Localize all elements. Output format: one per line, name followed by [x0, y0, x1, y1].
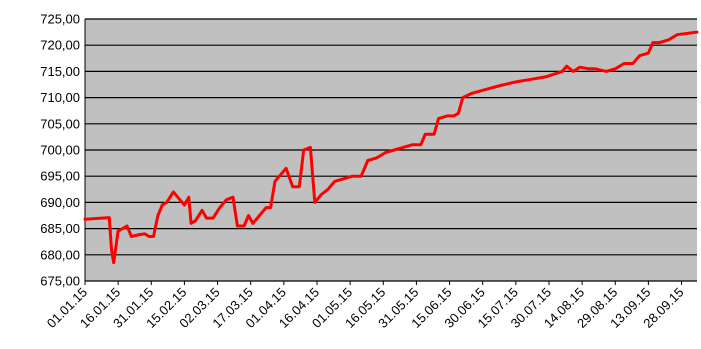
x-axis-tick-labels: 01.01.1516.01.1531.01.1515.02.1502.03.15…: [44, 285, 687, 331]
y-tick-label: 680,00: [40, 247, 80, 262]
y-tick-label: 700,00: [40, 143, 80, 158]
y-tick-label: 695,00: [40, 169, 80, 184]
y-tick-label: 705,00: [40, 116, 80, 131]
y-tick-label: 690,00: [40, 195, 80, 210]
gridlines: [84, 18, 697, 282]
series-line: [83, 30, 699, 265]
y-tick-label: 715,00: [40, 64, 80, 79]
y-tick-label: 725,00: [40, 12, 80, 27]
y-tick-label: 720,00: [40, 38, 80, 53]
y-tick-label: 675,00: [40, 274, 80, 289]
y-tick-label: 685,00: [40, 221, 80, 236]
y-axis-tick-labels: 675,00 680,00 685,00 690,00 695,00 700,00 705,…: [40, 12, 80, 289]
y-tick-label: 710,00: [40, 90, 80, 105]
series-group: [83, 30, 699, 265]
x-axis-tick-marks: [84, 281, 683, 285]
